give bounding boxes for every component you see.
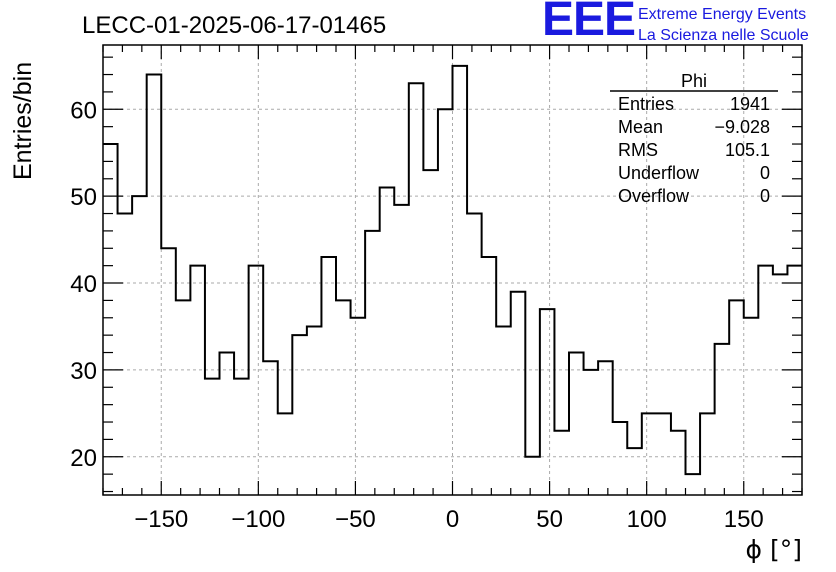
histogram-bin [598,361,613,495]
stats-row-label: Underflow [618,163,700,183]
histogram-bin [351,318,366,495]
histogram-bin [511,292,526,495]
histogram-bin [380,187,395,495]
eee-logo-line-2: La Scienza nelle Scuole [638,27,809,44]
histogram-bin [190,266,205,495]
histogram-bin [234,379,249,495]
histogram-bin [118,214,133,495]
stats-row-value: 0 [760,186,770,206]
histogram-bin [409,83,424,495]
x-axis-label: ϕ [°] [746,535,802,564]
histogram-bin [307,326,322,495]
histogram-bin [263,361,278,495]
histogram-bin [773,274,788,495]
histogram-bin [292,335,307,495]
eee-logo-line-1: Extreme Energy Events [638,6,807,23]
axis-ticks [102,45,803,495]
histogram-bin [496,326,511,495]
x-tick-label: −150 [134,506,188,533]
stats-box: Phi Entries 1941 Mean −9.028 RMS 105.1 Underfl… [610,71,778,206]
histogram-bin [540,309,555,495]
grid [103,45,802,495]
histogram-bin [715,344,730,495]
histogram-bin [554,431,569,495]
y-tick-label: 40 [70,271,97,298]
stats-row-value: 0 [760,163,770,183]
x-tick-label: 100 [627,506,667,533]
histogram-bin [365,231,380,495]
histogram-bin [438,109,453,495]
histogram-bin [278,413,293,495]
histogram-bin [147,75,162,495]
stats-box-title: Phi [681,71,707,91]
eee-logo-mark: EEE [542,0,636,46]
stats-row-value: 105.1 [725,140,770,160]
histogram-bin [423,170,438,495]
histogram-bin [467,214,482,495]
stats-row-value: 1941 [730,94,770,114]
x-tick-label: −50 [335,506,376,533]
histogram-bin [525,457,540,495]
histogram-bin [700,413,715,495]
histogram-bin [205,379,220,495]
histogram-bin [321,257,336,495]
histogram-bin [132,196,147,495]
histogram-bin [613,422,628,495]
x-tick-label: 150 [724,506,764,533]
y-tick-label: 20 [70,445,97,472]
stats-row-label: Mean [618,117,663,137]
histogram-bin [220,353,235,495]
stats-row-label: RMS [618,140,658,160]
stats-row-label: Entries [618,94,674,114]
histogram-bin [744,318,759,495]
y-axis-label: Entries/bin [9,62,37,180]
histogram-bin [584,370,599,495]
x-tick-label: −100 [231,506,285,533]
histogram-bin [453,66,468,495]
histogram-bin [176,300,191,495]
eee-logo: EEE Extreme Energy Events La Scienza nel… [542,0,832,46]
histogram-bin [656,413,671,495]
chart-title: LECC-01-2025-06-17-01465 [82,12,386,39]
histogram-bin [394,205,409,495]
histogram-bin [787,266,802,495]
histogram-bin [627,448,642,495]
histogram-bin [161,248,176,495]
histogram-bin [671,431,686,495]
histogram-bin [482,257,497,495]
y-tick-label: 60 [70,97,97,124]
histogram-bin [336,300,351,495]
x-tick-labels: −150 −100 −50 0 50 100 150 [134,506,764,533]
histogram-bin [642,413,657,495]
histogram-bin [686,474,701,495]
stats-row-value: −9.028 [714,117,770,137]
y-tick-label: 50 [70,184,97,211]
stats-box-rows: Entries 1941 Mean −9.028 RMS 105.1 Underflow 0 O… [618,94,770,206]
x-tick-label: 0 [446,506,459,533]
histogram-outline [103,64,802,476]
stats-row-label: Overflow [618,186,690,206]
histogram-bin [569,353,584,495]
histogram-bin [758,266,773,495]
histogram-bin [103,144,118,495]
y-tick-labels: 20 30 40 50 60 [70,97,97,471]
y-tick-label: 30 [70,358,97,385]
histogram-bin [249,266,264,495]
x-tick-label: 50 [536,506,563,533]
histogram-bins [103,66,802,495]
histogram-bin [729,300,744,495]
